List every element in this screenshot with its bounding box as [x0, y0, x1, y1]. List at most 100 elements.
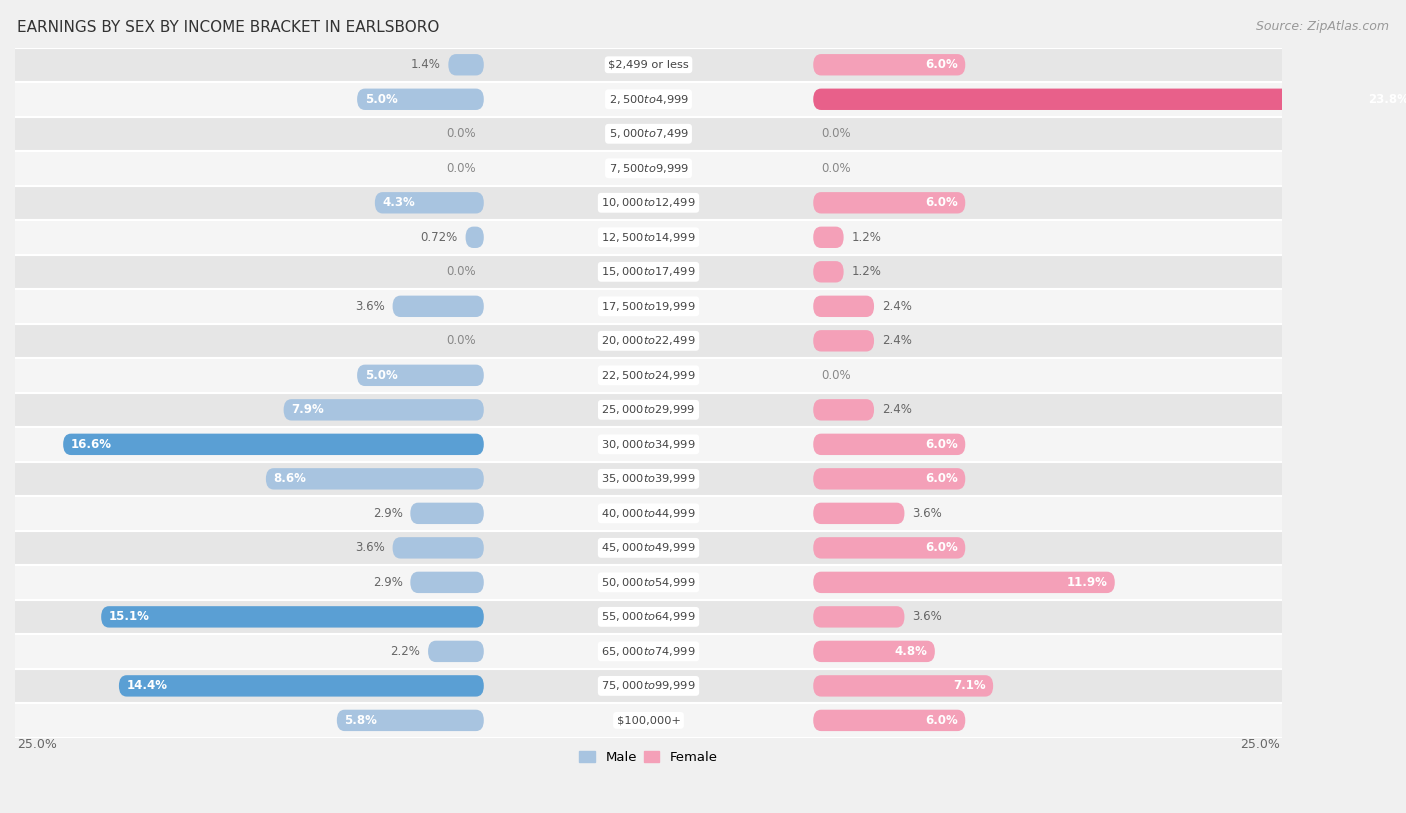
Text: 3.6%: 3.6% [356, 300, 385, 313]
Text: $100,000+: $100,000+ [617, 715, 681, 725]
FancyBboxPatch shape [813, 433, 966, 455]
Bar [15, 565, 1282, 600]
FancyBboxPatch shape [813, 641, 935, 662]
Text: 6.0%: 6.0% [925, 714, 957, 727]
Text: $15,000 to $17,499: $15,000 to $17,499 [602, 265, 696, 278]
Bar [15, 254, 1282, 289]
Text: 6.0%: 6.0% [925, 196, 957, 209]
Text: 1.2%: 1.2% [851, 231, 882, 244]
Text: 1.2%: 1.2% [851, 265, 882, 278]
Bar [15, 703, 1282, 737]
Text: 5.0%: 5.0% [364, 93, 398, 106]
Text: 0.0%: 0.0% [821, 128, 851, 141]
Bar [15, 151, 1282, 185]
FancyBboxPatch shape [813, 89, 1406, 110]
Bar [15, 462, 1282, 496]
FancyBboxPatch shape [411, 502, 484, 524]
Text: $7,500 to $9,999: $7,500 to $9,999 [609, 162, 689, 175]
Text: 7.9%: 7.9% [291, 403, 323, 416]
Text: 5.8%: 5.8% [344, 714, 377, 727]
Text: 0.72%: 0.72% [420, 231, 458, 244]
FancyBboxPatch shape [266, 468, 484, 489]
FancyBboxPatch shape [357, 365, 484, 386]
Text: $25,000 to $29,999: $25,000 to $29,999 [602, 403, 696, 416]
Bar [15, 634, 1282, 668]
Text: 4.3%: 4.3% [382, 196, 415, 209]
Text: Source: ZipAtlas.com: Source: ZipAtlas.com [1256, 20, 1389, 33]
FancyBboxPatch shape [813, 606, 904, 628]
Text: $55,000 to $64,999: $55,000 to $64,999 [602, 611, 696, 624]
Text: $40,000 to $44,999: $40,000 to $44,999 [602, 506, 696, 520]
FancyBboxPatch shape [375, 192, 484, 214]
Text: 7.1%: 7.1% [953, 680, 986, 693]
Text: 0.0%: 0.0% [447, 128, 477, 141]
Text: $22,500 to $24,999: $22,500 to $24,999 [602, 369, 696, 382]
Text: 25.0%: 25.0% [1240, 738, 1279, 751]
FancyBboxPatch shape [63, 433, 484, 455]
Text: 0.0%: 0.0% [821, 369, 851, 382]
Text: 6.0%: 6.0% [925, 541, 957, 554]
Text: $5,000 to $7,499: $5,000 to $7,499 [609, 128, 689, 141]
Text: 25.0%: 25.0% [17, 738, 58, 751]
Text: $30,000 to $34,999: $30,000 to $34,999 [602, 438, 696, 451]
FancyBboxPatch shape [813, 261, 844, 282]
Bar [15, 358, 1282, 393]
Text: $2,499 or less: $2,499 or less [609, 60, 689, 70]
Text: 16.6%: 16.6% [70, 438, 111, 451]
FancyBboxPatch shape [284, 399, 484, 420]
Bar [15, 185, 1282, 220]
Text: $45,000 to $49,999: $45,000 to $49,999 [602, 541, 696, 554]
Text: 1.4%: 1.4% [411, 59, 440, 72]
Text: 3.6%: 3.6% [912, 611, 942, 624]
FancyBboxPatch shape [465, 227, 484, 248]
FancyBboxPatch shape [813, 675, 993, 697]
Bar [15, 393, 1282, 427]
Text: 2.4%: 2.4% [882, 403, 911, 416]
Text: 6.0%: 6.0% [925, 438, 957, 451]
Legend: Male, Female: Male, Female [574, 746, 723, 769]
FancyBboxPatch shape [392, 296, 484, 317]
FancyBboxPatch shape [427, 641, 484, 662]
Text: $10,000 to $12,499: $10,000 to $12,499 [602, 196, 696, 209]
Text: 15.1%: 15.1% [108, 611, 149, 624]
Text: 8.6%: 8.6% [274, 472, 307, 485]
Text: $75,000 to $99,999: $75,000 to $99,999 [602, 680, 696, 693]
Bar [15, 600, 1282, 634]
Text: 2.4%: 2.4% [882, 334, 911, 347]
Text: $17,500 to $19,999: $17,500 to $19,999 [602, 300, 696, 313]
Bar [15, 116, 1282, 151]
Text: 2.2%: 2.2% [391, 645, 420, 658]
Bar [15, 289, 1282, 324]
Text: 4.8%: 4.8% [894, 645, 928, 658]
Bar [15, 47, 1282, 82]
Text: 0.0%: 0.0% [821, 162, 851, 175]
Text: 6.0%: 6.0% [925, 472, 957, 485]
Text: 2.9%: 2.9% [373, 506, 402, 520]
FancyBboxPatch shape [449, 54, 484, 76]
FancyBboxPatch shape [101, 606, 484, 628]
FancyBboxPatch shape [411, 572, 484, 593]
Text: $65,000 to $74,999: $65,000 to $74,999 [602, 645, 696, 658]
FancyBboxPatch shape [813, 572, 1115, 593]
FancyBboxPatch shape [813, 468, 966, 489]
Text: 14.4%: 14.4% [127, 680, 167, 693]
Text: 3.6%: 3.6% [356, 541, 385, 554]
FancyBboxPatch shape [813, 296, 875, 317]
Text: $2,500 to $4,999: $2,500 to $4,999 [609, 93, 689, 106]
Bar [15, 668, 1282, 703]
Text: 0.0%: 0.0% [447, 162, 477, 175]
Text: 6.0%: 6.0% [925, 59, 957, 72]
Text: 23.8%: 23.8% [1368, 93, 1406, 106]
Bar [15, 82, 1282, 116]
FancyBboxPatch shape [813, 710, 966, 731]
FancyBboxPatch shape [392, 537, 484, 559]
FancyBboxPatch shape [813, 399, 875, 420]
Text: EARNINGS BY SEX BY INCOME BRACKET IN EARLSBORO: EARNINGS BY SEX BY INCOME BRACKET IN EAR… [17, 20, 439, 35]
Text: 11.9%: 11.9% [1066, 576, 1107, 589]
Text: $12,500 to $14,999: $12,500 to $14,999 [602, 231, 696, 244]
Text: 5.0%: 5.0% [364, 369, 398, 382]
FancyBboxPatch shape [813, 227, 844, 248]
Bar [15, 427, 1282, 462]
FancyBboxPatch shape [813, 54, 966, 76]
Bar [15, 531, 1282, 565]
